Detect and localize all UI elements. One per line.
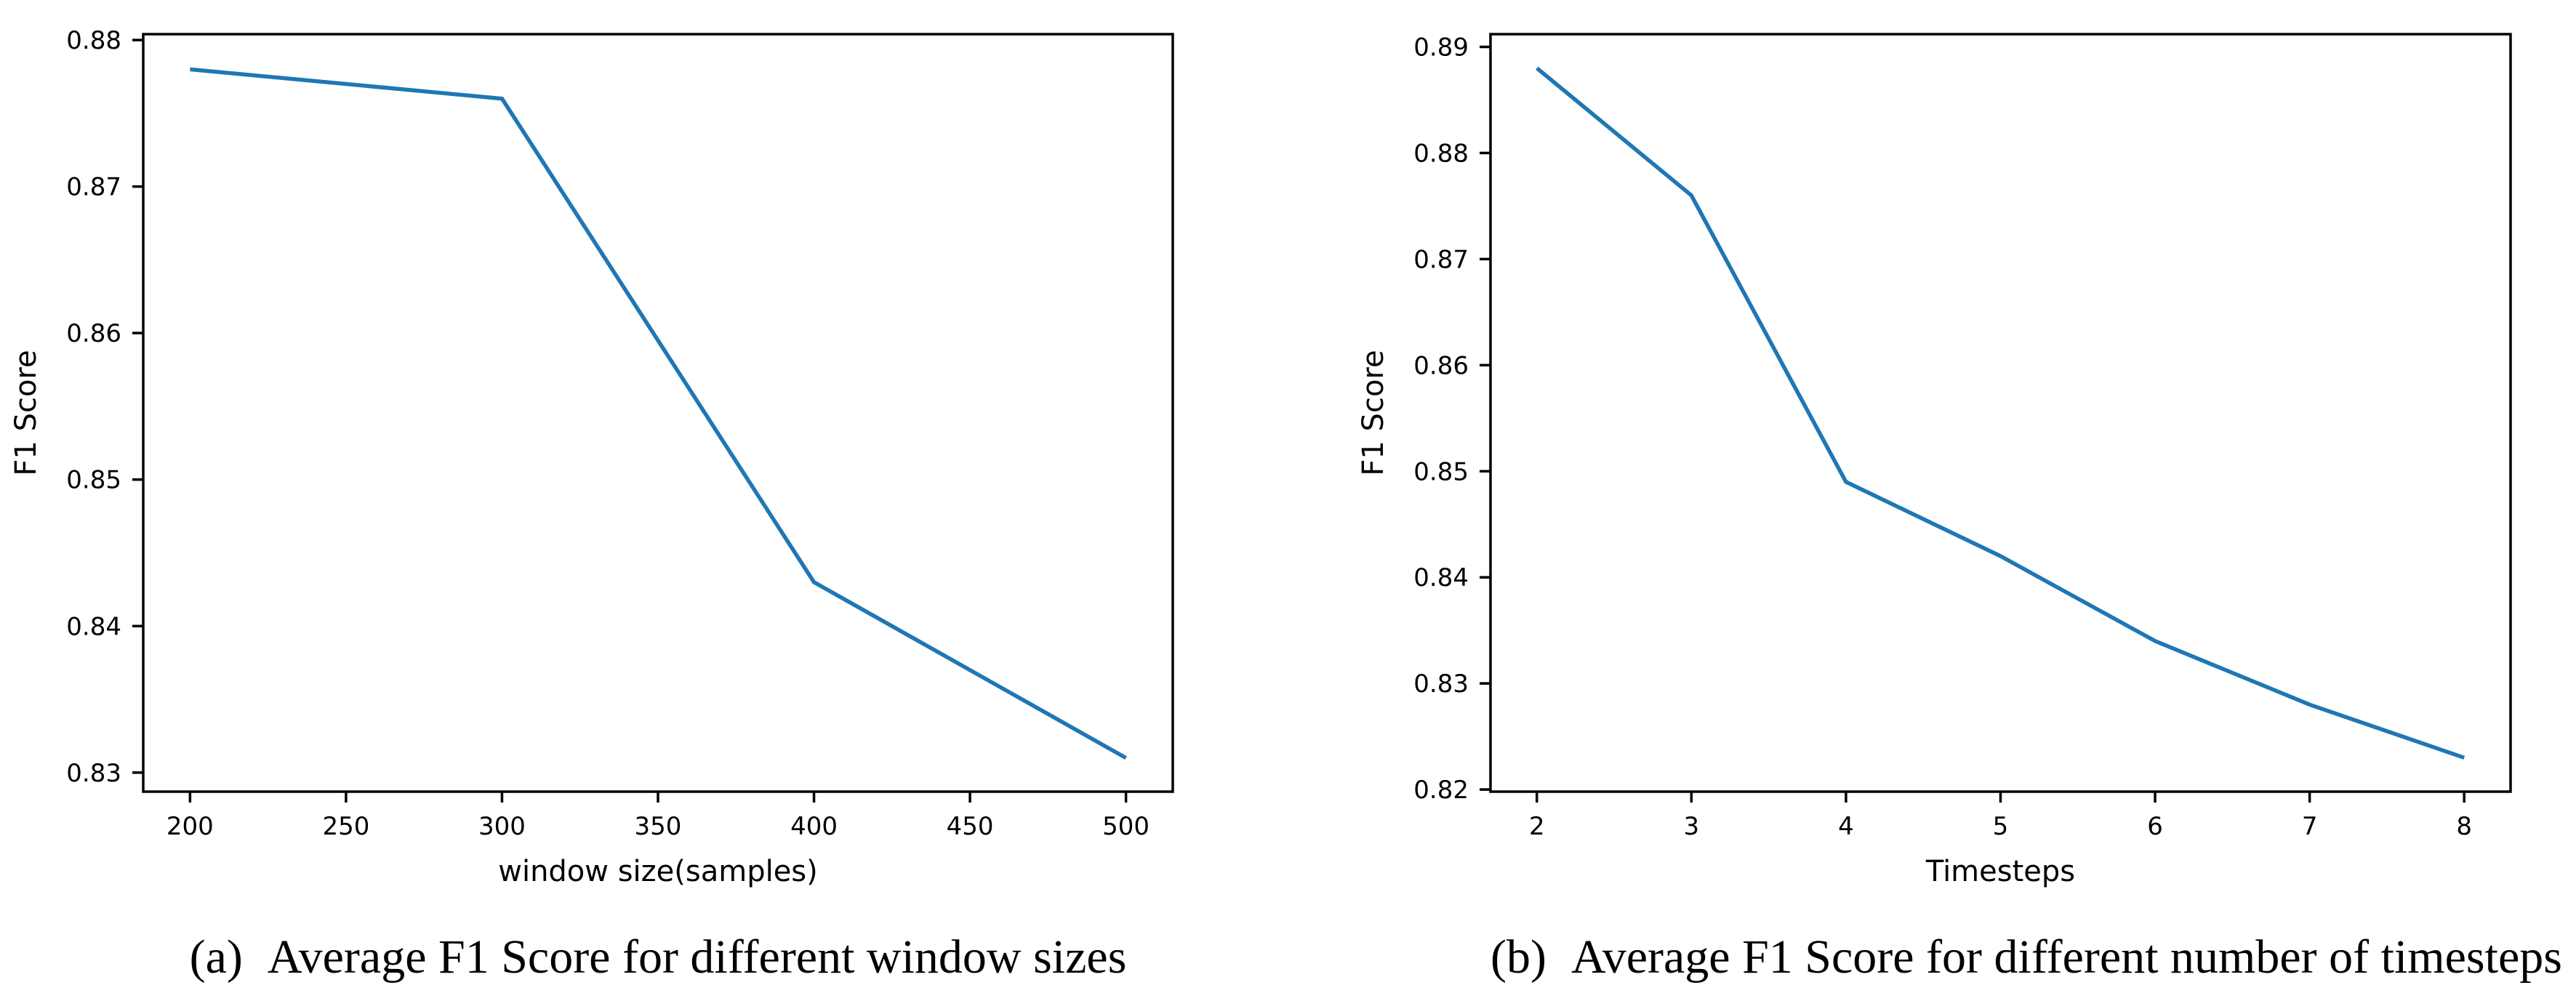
y-tick-label: 0.82 [1413, 776, 1469, 805]
caption-b-text: Average F1 Score for different number of… [1570, 930, 2562, 984]
y-tick-label: 0.87 [1413, 245, 1469, 274]
x-tick-label: 450 [947, 812, 994, 841]
x-tick-label: 400 [790, 812, 838, 841]
y-tick-label: 0.83 [1413, 670, 1469, 699]
x-tick-label: 250 [322, 812, 369, 841]
x-tick-label: 350 [635, 812, 682, 841]
x-axis-label: Timesteps [1925, 855, 2075, 888]
y-tick-label: 0.89 [1413, 33, 1469, 63]
x-tick-label: 500 [1102, 812, 1149, 841]
caption-a-text: Average F1 Score for different window si… [267, 930, 1127, 984]
dual-line-charts-svg: 200 250 300 350 400 450 500 0.83 0.84 0.85 0.86 0.8… [9, 26, 2512, 888]
x-tick-label: 6 [2147, 812, 2163, 841]
plot-spines [1489, 33, 2512, 793]
y-tick-label: 0.85 [1413, 457, 1469, 486]
x-tick-label: 2 [1529, 812, 1545, 841]
y-tick-label: 0.83 [66, 759, 121, 788]
y-tick-label: 0.88 [66, 26, 121, 55]
y-axis-label: F1 Score [1357, 350, 1390, 475]
x-tick-label: 200 [166, 812, 214, 841]
x-tick-label: 3 [1684, 812, 1700, 841]
f1-score-line [190, 67, 1127, 760]
y-tick-label: 0.86 [1413, 351, 1469, 380]
plot-spines [142, 33, 1174, 793]
y-tick-label: 0.88 [1413, 139, 1469, 168]
x-tick-label: 5 [1993, 812, 2009, 841]
caption-panel-a: (a) Average F1 Score for different window… [143, 925, 1173, 990]
x-tick-label: 4 [1838, 812, 1854, 841]
x-tick-label: 300 [478, 812, 526, 841]
y-tick-label: 0.87 [66, 173, 121, 202]
x-tick-label: 7 [2302, 812, 2318, 841]
y-tick-label: 0.84 [1413, 563, 1469, 592]
y-tick-label: 0.85 [66, 466, 121, 495]
caption-b-label: (b) [1490, 930, 1546, 984]
y-axis-label: F1 Score [9, 350, 43, 475]
x-axis-label: window size(samples) [498, 855, 818, 888]
window-size-f1-chart: 200 250 300 350 400 450 500 0.83 0.84 0.85 0.86 0.8… [9, 26, 1174, 888]
x-tick-label: 8 [2456, 812, 2472, 841]
caption-panel-b: (b) Average F1 Score for different number… [1490, 925, 2562, 990]
y-tick-label: 0.84 [66, 612, 121, 641]
caption-a-label: (a) [189, 930, 243, 984]
f1-score-line [1536, 66, 2465, 760]
timesteps-f1-chart: 2 3 4 5 6 7 8 0.82 0.83 0.84 0.85 0.86 0.87 0.88 0.89 T… [1357, 33, 2512, 888]
y-tick-label: 0.86 [66, 319, 121, 348]
